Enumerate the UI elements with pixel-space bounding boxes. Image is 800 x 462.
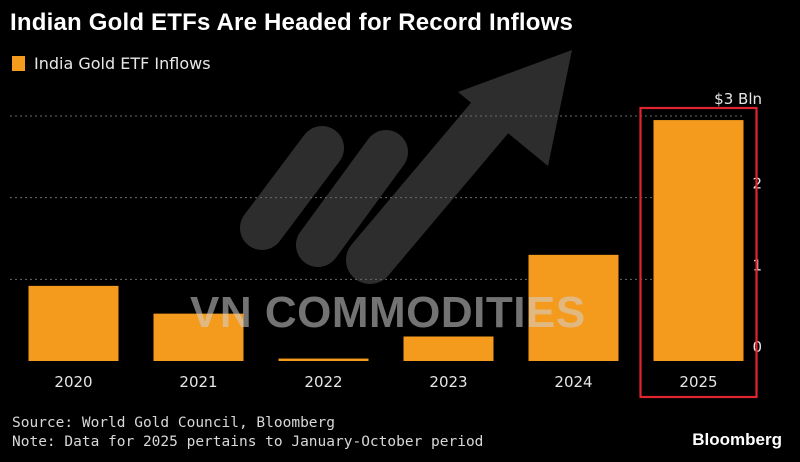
x-tick-label-2021: 2021 (179, 373, 217, 391)
source-note: Source: World Gold Council, Bloomberg (12, 415, 336, 431)
footer: Source: World Gold Council, Bloomberg No… (12, 414, 483, 452)
bar-2024 (528, 254, 619, 361)
x-tick-label-2023: 2023 (429, 373, 467, 391)
watermark-text: VN COMMODITIES (190, 288, 586, 337)
highlight-box-2025 (639, 106, 758, 399)
legend-label: India Gold ETF Inflows (34, 54, 211, 73)
x-axis-tick-labels: 2020 2021 2022 2023 2024 2025 (54, 373, 717, 391)
bar-2023 (403, 336, 494, 361)
bar-2025 (653, 120, 744, 361)
bloomberg-logo: Bloomberg (692, 430, 782, 449)
x-tick-label-2020: 2020 (54, 373, 92, 391)
bar-2022 (278, 358, 369, 361)
legend-swatch (12, 56, 25, 71)
chart-title: Indian Gold ETFs Are Headed for Record I… (10, 9, 574, 36)
bar-2021 (153, 313, 244, 361)
y-tick-label: $3 Bln (714, 90, 762, 108)
bar-2020 (28, 285, 119, 361)
data-note: Note: Data for 2025 pertains to January-… (12, 434, 484, 450)
x-tick-label-2024: 2024 (554, 373, 592, 391)
x-tick-label-2025: 2025 (679, 373, 717, 391)
x-tick-label-2022: 2022 (304, 373, 342, 391)
watermark-logo-icon (240, 50, 572, 284)
bars (28, 120, 744, 361)
legend: India Gold ETF Inflows (12, 54, 211, 73)
